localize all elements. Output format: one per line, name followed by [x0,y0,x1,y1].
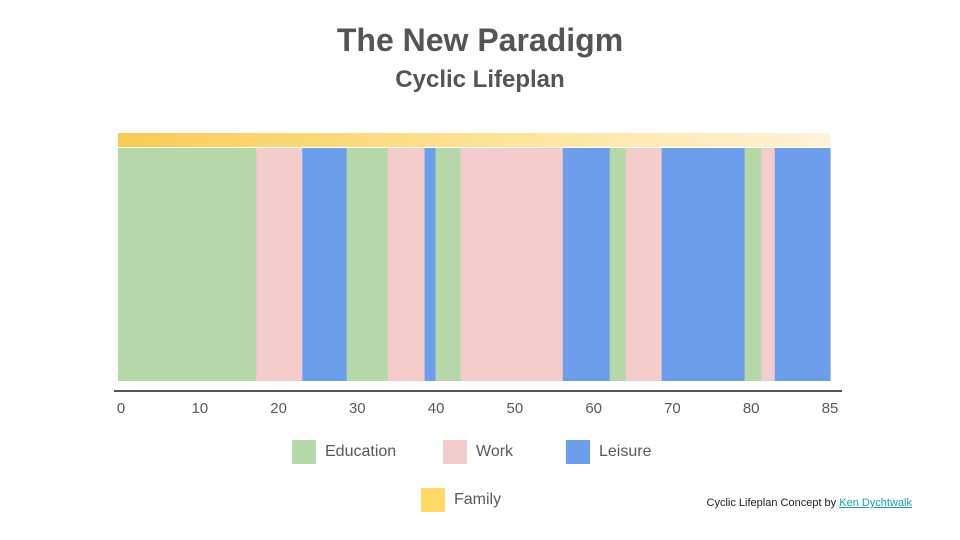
segments-layer [118,148,831,381]
segment-work-4 [387,148,426,381]
tick-label-0: 0 [117,400,125,417]
credit-link[interactable]: Ken Dychtwalk [839,497,912,509]
segment-leisure-2 [302,148,348,381]
tick-label-60: 60 [585,400,602,417]
segment-leisure-8 [562,148,611,381]
tick-label-10: 10 [191,400,208,417]
segment-education-9 [609,148,627,381]
legend-swatch-family [421,488,445,512]
legend-label-education: Education [325,443,397,460]
legend-label-family: Family [454,491,502,508]
segment-leisure-14 [774,148,831,381]
tick-label-70: 70 [664,400,681,417]
chart-title: The New Paradigm [336,22,624,58]
tick-label-40: 40 [428,400,445,417]
legend-swatch-work [443,440,467,464]
legend-item-leisure: Leisure [566,440,651,464]
segment-education-0 [118,148,257,381]
legend-label-work: Work [476,443,514,460]
family-band [118,133,830,147]
tick-label-20: 20 [270,400,287,417]
legend-item-education: Education [292,440,396,464]
segment-work-7 [460,148,564,381]
legend-swatch-leisure [566,440,590,464]
segment-education-12 [744,148,762,381]
tick-labels: 0 10 20 30 40 50 60 70 80 85 [117,400,839,417]
segment-leisure-11 [661,148,746,381]
tick-label-85: 85 [822,400,839,417]
segment-education-3 [346,148,389,381]
legend-swatch-education [292,440,316,464]
chart-subtitle: Cyclic Lifeplan [395,66,565,93]
segment-education-6 [435,148,462,381]
legend-label-leisure: Leisure [599,443,652,460]
credit-text: Cyclic Lifeplan Concept by [706,497,837,509]
tick-label-80: 80 [743,400,760,417]
segment-work-13 [761,148,776,381]
segment-work-1 [256,148,303,381]
tick-label-30: 30 [349,400,366,417]
segment-work-10 [625,148,663,381]
tick-label-50: 50 [507,400,524,417]
segment-leisure-5 [424,148,437,381]
legend-item-family: Family [421,488,501,512]
credit-line: Cyclic Lifeplan Concept by Ken Dychtwalk [707,497,912,509]
legend-item-work: Work [443,440,513,464]
